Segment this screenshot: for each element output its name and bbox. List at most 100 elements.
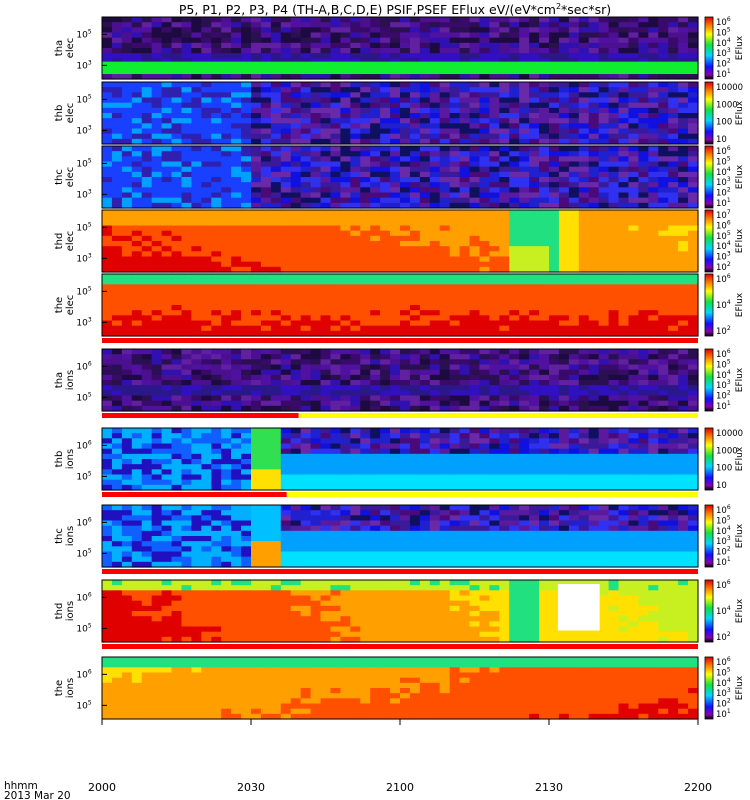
mode-indicator-bar — [102, 413, 299, 418]
colorbar-tick-label: 104 — [716, 605, 731, 617]
colorbar-tick-label: 10000 — [716, 83, 743, 93]
colorbar — [704, 579, 714, 643]
colorbar — [704, 504, 714, 568]
colorbar-tick-label: 105 — [716, 666, 731, 678]
colorbar-tick-label: 103 — [716, 687, 731, 699]
colorbar-label: EFlux — [735, 598, 745, 623]
panel-label: thaions — [54, 370, 76, 390]
panel-label: theions — [54, 678, 76, 698]
panel-label: theelec — [54, 295, 76, 316]
colorbar-tick-label: 100 — [716, 464, 732, 474]
colorbar-tick-label: 106 — [716, 579, 731, 591]
y-tick-label: 103 — [76, 124, 91, 136]
y-tick-label: 105 — [76, 391, 91, 403]
colorbar-tick-label: 101 — [716, 197, 731, 209]
mode-indicator-bar — [102, 492, 287, 497]
panel-label: thbions — [54, 449, 76, 469]
y-tick-label: 106 — [76, 360, 91, 372]
colorbar-tick-label: 102 — [716, 261, 731, 273]
panel-label: thcelec — [54, 167, 76, 188]
colorbar-label: EFlux — [735, 35, 745, 60]
colorbar-label: EFlux — [735, 367, 745, 392]
y-tick-label: 105 — [76, 547, 91, 559]
mode-indicator-bar — [102, 569, 698, 574]
x-tick-label: 2200 — [684, 781, 712, 794]
colorbar-tick-label: 103 — [716, 176, 731, 188]
colorbar-tick-label: 104 — [716, 369, 731, 381]
colorbar-tick-label: 105 — [716, 155, 731, 167]
y-tick-label: 103 — [76, 59, 91, 71]
y-tick-label: 103 — [76, 188, 91, 200]
colorbar-tick-label: 104 — [716, 677, 731, 689]
colorbar-tick-label: 101 — [716, 400, 731, 412]
colorbar-label: EFlux — [735, 292, 745, 317]
time-unit-label: hhmm — [4, 780, 38, 792]
colorbar-tick-label: 103 — [716, 535, 731, 547]
y-tick-label: 105 — [76, 699, 91, 711]
mode-indicator-bar — [286, 492, 698, 497]
colorbar — [704, 273, 714, 337]
colorbar-tick-label: 102 — [716, 390, 731, 402]
panels-group: 105103thaelec106105104103102101EFlux1051… — [54, 16, 745, 720]
colorbar-tick-label: 10000 — [716, 429, 743, 439]
colorbar — [704, 81, 714, 145]
y-tick-label: 105 — [76, 470, 91, 482]
colorbar-tick-label: 102 — [716, 187, 731, 199]
colorbar-label: EFlux — [735, 228, 745, 253]
colorbar — [704, 145, 714, 209]
x-tick-label: 2130 — [535, 781, 563, 794]
colorbar-tick-label: 106 — [716, 656, 731, 668]
time-axis: 2000 2030 2100 2130 2200 — [88, 719, 712, 794]
panel-label: thbelec — [54, 103, 76, 124]
panel-label: thaelec — [54, 38, 76, 59]
colorbar-tick-label: 10 — [716, 481, 727, 491]
colorbar-tick-label: 106 — [716, 145, 731, 157]
colorbar-tick-label: 103 — [716, 379, 731, 391]
panel-label: thdions — [54, 601, 76, 621]
y-tick-label: 105 — [76, 285, 91, 297]
y-tick-label: 106 — [76, 668, 91, 680]
x-tick-label: 2000 — [88, 781, 116, 794]
colorbar-tick-label: 104 — [716, 166, 731, 178]
colorbar-tick-label: 104 — [716, 299, 731, 311]
panel-label: thcions — [54, 526, 76, 546]
y-tick-label: 105 — [76, 622, 91, 634]
x-tick-label: 2030 — [237, 781, 265, 794]
colorbar-tick-label: 10 — [716, 135, 727, 145]
colorbar-tick-label: 1000 — [716, 100, 738, 110]
colorbar-tick-label: 103 — [716, 47, 731, 59]
colorbar-tick-label: 106 — [716, 273, 731, 285]
colorbar-tick-label: 101 — [716, 556, 731, 568]
colorbar — [704, 209, 714, 273]
y-tick-label: 105 — [76, 93, 91, 105]
colorbar-tick-label: 105 — [716, 514, 731, 526]
date-label: 2013 Mar 20 — [4, 790, 71, 800]
y-tick-label: 106 — [76, 591, 91, 603]
y-tick-label: 105 — [76, 157, 91, 169]
colorbar — [704, 348, 714, 412]
colorbar-tick-label: 100 — [716, 118, 732, 128]
colorbar-tick-label: 106 — [716, 504, 731, 516]
colorbar — [704, 16, 714, 80]
colorbar-tick-label: 104 — [716, 37, 731, 49]
colorbar-tick-label: 107 — [716, 209, 731, 221]
mode-indicator-bar — [102, 338, 698, 343]
colorbar-tick-label: 103 — [716, 251, 731, 263]
colorbar-tick-label: 104 — [716, 525, 731, 537]
y-tick-label: 103 — [76, 252, 91, 264]
colorbar — [704, 427, 714, 491]
colorbar-label: EFlux — [735, 675, 745, 700]
colorbar-label: EFlux — [735, 523, 745, 548]
y-tick-label: 103 — [76, 316, 91, 328]
colorbar-tick-label: 104 — [716, 240, 731, 252]
